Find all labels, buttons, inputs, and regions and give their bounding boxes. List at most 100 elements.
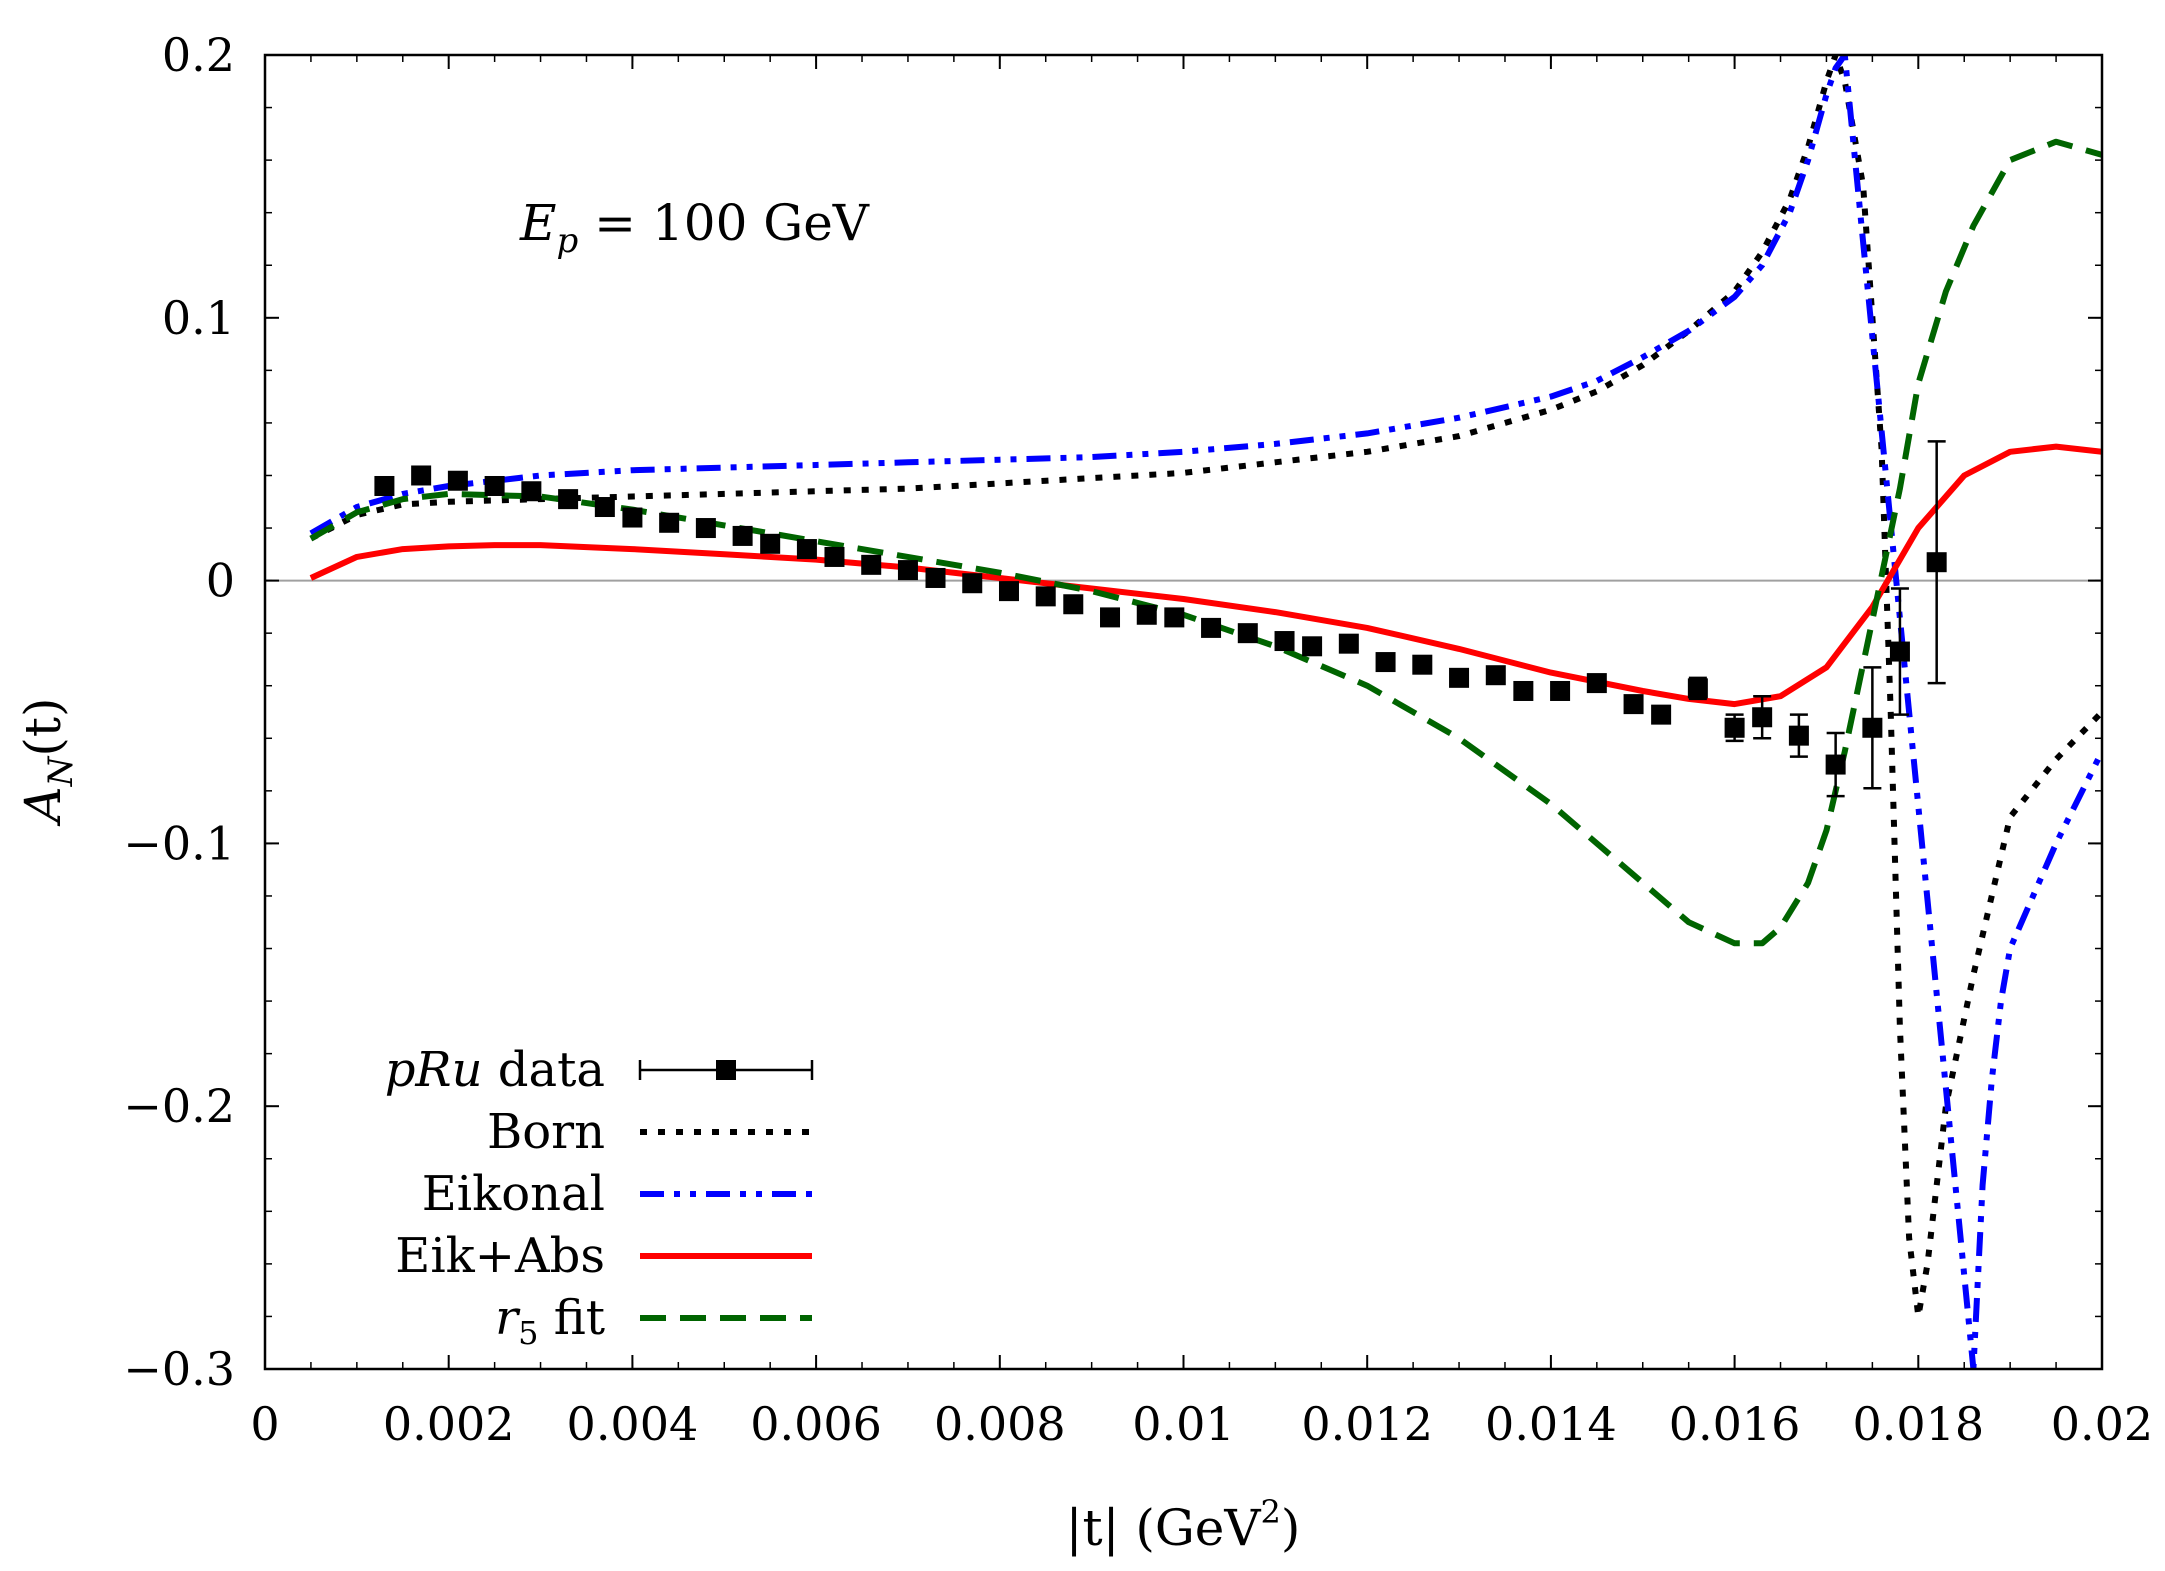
data-point bbox=[1412, 654, 1433, 675]
x-tick-label: 0.004 bbox=[567, 1397, 699, 1451]
x-tick-label: 0.014 bbox=[1485, 1397, 1617, 1451]
data-point bbox=[861, 554, 882, 575]
legend-label-main: Eik+Abs bbox=[395, 1228, 605, 1284]
series-line-eikonal bbox=[309, 55, 2102, 1369]
data-point bbox=[1788, 725, 1809, 746]
x-axis-title-pre: |t| (GeV bbox=[1066, 1499, 1262, 1557]
x-tick-label: 0 bbox=[250, 1397, 279, 1451]
legend-label: pRu data bbox=[385, 1042, 605, 1098]
data-point bbox=[796, 539, 817, 560]
legend-label: r5 fit bbox=[495, 1290, 605, 1352]
y-axis-title-main: A bbox=[14, 786, 72, 826]
data-point bbox=[1687, 678, 1708, 699]
legend-label-main: pRu bbox=[385, 1042, 483, 1098]
series-line-r5-fit bbox=[309, 138, 2102, 947]
series-line-eik-abs bbox=[309, 443, 2102, 708]
data-point bbox=[1302, 636, 1323, 657]
data-point bbox=[1338, 633, 1359, 654]
y-tick-label: −0.1 bbox=[123, 816, 235, 870]
x-tick-label: 0.006 bbox=[750, 1397, 882, 1451]
x-tick-labels: 0 0.002 0.004 0.006 0.008 0.01 0.012 0.014 0.016… bbox=[250, 1397, 2153, 1451]
x-axis-title-sup: 2 bbox=[1260, 1493, 1280, 1531]
data-point bbox=[659, 512, 680, 533]
legend-label-main: Born bbox=[487, 1104, 605, 1160]
x-tick-label: 0.02 bbox=[2051, 1397, 2153, 1451]
data-point bbox=[962, 573, 983, 594]
data-point bbox=[622, 507, 643, 528]
legend-sample-point bbox=[716, 1060, 736, 1080]
data-point bbox=[1724, 717, 1745, 738]
data-point bbox=[1136, 604, 1157, 625]
x-tick-label: 0.008 bbox=[934, 1397, 1066, 1451]
data-point bbox=[1485, 665, 1506, 686]
y-axis-title-rest: (t) bbox=[14, 698, 72, 757]
data-point bbox=[1513, 680, 1534, 701]
data-point bbox=[824, 546, 845, 567]
x-axis-title: |t| (GeV2) bbox=[1066, 1493, 1301, 1557]
data-point bbox=[1449, 667, 1470, 688]
annotation-rest: = 100 GeV bbox=[578, 194, 870, 252]
x-tick-label: 0.016 bbox=[1669, 1397, 1801, 1451]
data-point bbox=[1201, 617, 1222, 638]
data-point bbox=[1862, 717, 1883, 738]
data-point bbox=[1035, 586, 1056, 607]
legend-label-main: r bbox=[495, 1290, 521, 1346]
annotation-sub: p bbox=[557, 221, 579, 261]
data-point bbox=[558, 489, 579, 510]
data-point bbox=[1586, 673, 1607, 694]
data-point bbox=[1651, 704, 1672, 725]
plot-frame bbox=[263, 53, 2104, 1371]
legend-label-sub: 5 bbox=[518, 1314, 538, 1352]
legend-label-rest: data bbox=[482, 1042, 605, 1098]
x-tick-label: 0.002 bbox=[383, 1397, 515, 1451]
legend-label-rest: fit bbox=[538, 1290, 605, 1346]
y-tick-label: 0.1 bbox=[162, 291, 235, 345]
data-point bbox=[1100, 607, 1121, 628]
data-point bbox=[998, 581, 1019, 602]
legend-label-main: Eikonal bbox=[422, 1166, 605, 1222]
x-tick-label: 0.01 bbox=[1132, 1397, 1234, 1451]
data-point bbox=[1889, 641, 1910, 662]
y-axis-title: AN(t) bbox=[14, 698, 81, 827]
data-point bbox=[1825, 754, 1846, 775]
data-point bbox=[1375, 652, 1396, 673]
data-point bbox=[1623, 694, 1644, 715]
y-tick-label: 0.2 bbox=[162, 28, 235, 82]
y-axis-title-sub: N bbox=[41, 755, 81, 787]
data-points-layer bbox=[374, 440, 1947, 798]
data-point bbox=[594, 497, 615, 518]
data-point bbox=[1274, 631, 1295, 652]
data-point bbox=[1164, 607, 1185, 628]
data-point bbox=[374, 475, 395, 496]
y-tick-label: 0 bbox=[206, 554, 235, 608]
annotation-main: E bbox=[519, 194, 557, 252]
data-point bbox=[695, 518, 716, 539]
data-point bbox=[1063, 594, 1084, 615]
data-point bbox=[1237, 623, 1258, 644]
data-point bbox=[760, 533, 781, 554]
x-axis-title-post: ) bbox=[1281, 1499, 1301, 1557]
data-point bbox=[1752, 707, 1773, 728]
energy-annotation: Ep = 100 GeV bbox=[519, 194, 870, 261]
data-point bbox=[447, 470, 468, 491]
x-tick-label: 0.018 bbox=[1852, 1397, 1984, 1451]
data-point bbox=[521, 481, 542, 502]
data-point bbox=[1550, 680, 1571, 701]
legend-label: Eikonal bbox=[422, 1166, 605, 1222]
data-point bbox=[484, 475, 505, 496]
legend-label: Eik+Abs bbox=[395, 1228, 605, 1284]
x-tick-label: 0.012 bbox=[1301, 1397, 1433, 1451]
data-point bbox=[1926, 552, 1947, 573]
data-point bbox=[897, 560, 918, 581]
y-tick-labels: −0.3 −0.2 −0.1 0 0.1 0.2 bbox=[123, 28, 235, 1396]
data-point bbox=[925, 567, 946, 588]
data-point bbox=[411, 465, 432, 486]
y-tick-label: −0.2 bbox=[123, 1079, 235, 1133]
y-tick-label: −0.3 bbox=[123, 1342, 235, 1396]
data-point bbox=[732, 525, 753, 546]
series-layer bbox=[309, 55, 2102, 1369]
legend: pRu data Born Eikonal Eik+Abs r5 fit bbox=[385, 1042, 814, 1352]
legend-label: Born bbox=[487, 1104, 605, 1160]
